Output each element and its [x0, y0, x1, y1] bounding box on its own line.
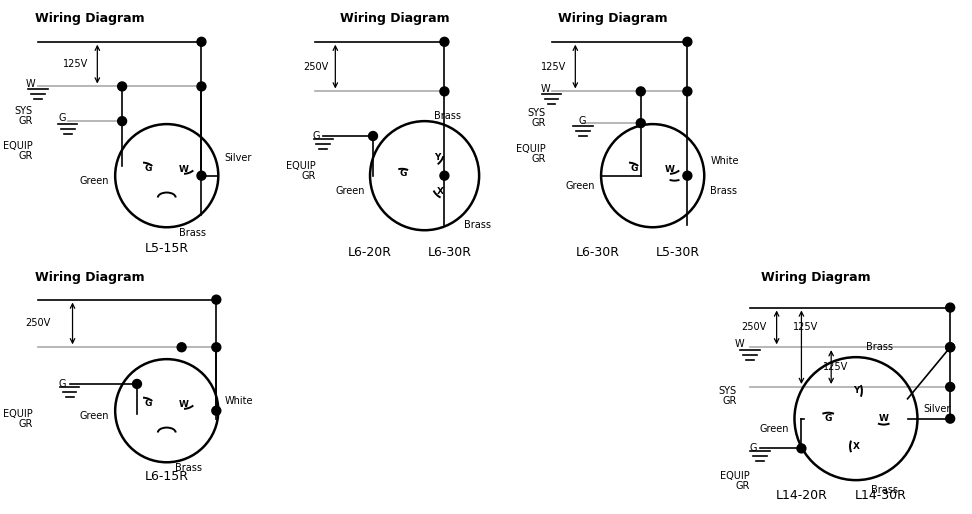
- Text: White: White: [711, 156, 739, 166]
- Circle shape: [118, 117, 126, 125]
- Text: G: G: [631, 164, 638, 173]
- Text: Y: Y: [434, 153, 440, 162]
- Text: Green: Green: [759, 424, 788, 434]
- Text: W: W: [665, 165, 675, 174]
- Circle shape: [683, 87, 692, 96]
- Text: L6-30R: L6-30R: [576, 246, 620, 259]
- Text: Brass: Brass: [175, 463, 201, 473]
- Circle shape: [197, 38, 206, 46]
- Text: G: G: [58, 113, 65, 123]
- Text: L14-30R: L14-30R: [854, 489, 907, 503]
- Text: SYS: SYS: [15, 106, 33, 116]
- Text: L6-15R: L6-15R: [145, 470, 189, 483]
- Text: Wiring Diagram: Wiring Diagram: [35, 271, 144, 284]
- Text: 250V: 250V: [742, 322, 767, 333]
- Text: Brass: Brass: [179, 228, 206, 238]
- Text: Y: Y: [852, 387, 859, 395]
- Text: Green: Green: [335, 186, 365, 195]
- Text: SYS: SYS: [719, 386, 737, 396]
- Text: Green: Green: [566, 180, 595, 191]
- Text: W: W: [540, 84, 550, 95]
- Text: Brass: Brass: [434, 111, 462, 121]
- Circle shape: [440, 38, 449, 46]
- Text: X: X: [852, 442, 859, 451]
- Text: G: G: [578, 116, 586, 126]
- Text: W: W: [179, 165, 189, 174]
- Text: 125V: 125V: [793, 322, 818, 333]
- Text: Silver: Silver: [225, 153, 252, 163]
- Text: Wiring Diagram: Wiring Diagram: [35, 12, 144, 26]
- Text: X: X: [436, 187, 443, 196]
- Text: Brass: Brass: [866, 342, 893, 352]
- Text: EQUIP: EQUIP: [3, 409, 33, 419]
- Text: G: G: [399, 169, 406, 178]
- Text: GR: GR: [18, 151, 33, 161]
- Text: Wiring Diagram: Wiring Diagram: [761, 271, 871, 284]
- Text: GR: GR: [722, 396, 737, 406]
- Circle shape: [118, 82, 126, 91]
- Text: G: G: [145, 399, 152, 409]
- Text: Silver: Silver: [923, 403, 951, 414]
- Circle shape: [797, 444, 806, 453]
- Text: Green: Green: [80, 176, 109, 186]
- Text: G: G: [58, 379, 65, 389]
- Text: W: W: [879, 414, 888, 423]
- Text: GR: GR: [301, 171, 316, 181]
- Text: Brass: Brass: [871, 485, 898, 495]
- Circle shape: [440, 87, 449, 96]
- Text: Wiring Diagram: Wiring Diagram: [558, 12, 668, 26]
- Text: GR: GR: [18, 116, 33, 126]
- Circle shape: [683, 171, 692, 180]
- Circle shape: [197, 171, 206, 180]
- Text: 125V: 125V: [540, 62, 566, 71]
- Text: GR: GR: [736, 481, 749, 491]
- Text: EQUIP: EQUIP: [286, 161, 316, 171]
- Text: GR: GR: [531, 118, 545, 128]
- Circle shape: [368, 132, 377, 140]
- Circle shape: [946, 343, 955, 352]
- Text: White: White: [225, 396, 253, 406]
- Circle shape: [683, 38, 692, 46]
- Text: 125V: 125V: [63, 59, 88, 68]
- Circle shape: [946, 414, 955, 423]
- Circle shape: [212, 295, 221, 304]
- Text: Wiring Diagram: Wiring Diagram: [340, 12, 450, 26]
- Text: G: G: [749, 444, 757, 453]
- Text: EQUIP: EQUIP: [720, 471, 749, 481]
- Text: Green: Green: [80, 411, 109, 420]
- Text: L6-20R: L6-20R: [348, 246, 392, 259]
- Text: EQUIP: EQUIP: [516, 144, 545, 154]
- Text: 125V: 125V: [822, 362, 848, 372]
- Circle shape: [946, 343, 955, 352]
- Text: L6-30R: L6-30R: [428, 246, 471, 259]
- Text: G: G: [824, 414, 832, 423]
- Text: Brass: Brass: [711, 186, 737, 195]
- Text: GR: GR: [18, 418, 33, 429]
- Text: L5-15R: L5-15R: [145, 242, 189, 254]
- Text: SYS: SYS: [528, 108, 545, 118]
- Circle shape: [637, 119, 645, 127]
- Circle shape: [197, 82, 206, 91]
- Circle shape: [212, 343, 221, 352]
- Text: G: G: [313, 131, 321, 141]
- Circle shape: [177, 343, 186, 352]
- Text: W: W: [734, 339, 744, 350]
- Text: W: W: [179, 400, 189, 409]
- Text: W: W: [25, 80, 35, 89]
- Text: EQUIP: EQUIP: [3, 141, 33, 151]
- Circle shape: [946, 382, 955, 391]
- Text: 250V: 250V: [25, 319, 51, 328]
- Text: GR: GR: [531, 154, 545, 164]
- Circle shape: [212, 406, 221, 415]
- Text: G: G: [145, 164, 152, 173]
- Circle shape: [946, 303, 955, 312]
- Circle shape: [440, 171, 449, 180]
- Text: L5-30R: L5-30R: [655, 246, 700, 259]
- Text: 250V: 250V: [303, 62, 329, 71]
- Circle shape: [637, 87, 645, 96]
- Text: Brass: Brass: [465, 221, 491, 230]
- Circle shape: [132, 379, 142, 389]
- Text: L14-20R: L14-20R: [776, 489, 827, 503]
